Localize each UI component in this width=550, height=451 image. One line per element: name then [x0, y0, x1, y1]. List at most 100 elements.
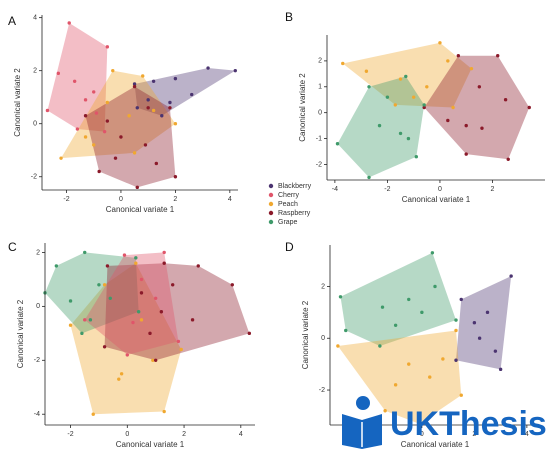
x-tick-label: 2 [173, 196, 177, 203]
point [380, 305, 385, 309]
point [139, 277, 144, 282]
point [506, 157, 510, 161]
point [377, 123, 382, 128]
point [398, 131, 403, 136]
x-tick-label: 4 [239, 431, 243, 438]
point [364, 69, 369, 73]
point [469, 66, 474, 71]
point [206, 66, 210, 70]
point [134, 261, 138, 265]
point [97, 283, 101, 287]
point [438, 41, 442, 45]
point [75, 127, 80, 131]
point [411, 95, 416, 99]
legend-label: Peach [278, 201, 298, 208]
point [160, 114, 164, 118]
point [454, 358, 458, 362]
point [105, 264, 110, 268]
point [472, 320, 477, 325]
point [190, 318, 195, 322]
point [344, 328, 348, 333]
point [168, 100, 172, 105]
x-tick-label: 0 [119, 196, 123, 203]
point [393, 383, 398, 387]
point [148, 331, 152, 336]
point [454, 328, 458, 333]
watermark: UKThesis [342, 396, 547, 449]
x-tick-label: 4 [525, 431, 529, 438]
hull [61, 70, 176, 159]
y-tick-label: 2 [321, 283, 325, 290]
point [80, 331, 84, 336]
point [503, 98, 508, 102]
hull [456, 276, 512, 370]
point [162, 409, 166, 414]
legend-swatch [268, 210, 274, 216]
point [83, 318, 87, 322]
point [68, 299, 73, 303]
point [173, 76, 178, 81]
hull [70, 263, 182, 415]
y-tick-label: 2 [36, 249, 40, 256]
point [132, 82, 137, 86]
point [247, 331, 252, 336]
y-tick-label: 0 [321, 335, 325, 342]
point [456, 54, 461, 58]
point [131, 320, 135, 325]
panel: B -4 -2 0 2 -2 -1 0 1 2 Canonical variate 1 Canonic… [285, 10, 545, 204]
point [498, 367, 503, 372]
point [338, 295, 343, 299]
point [151, 79, 156, 83]
x-axis-title: Canonical variate 1 [401, 440, 470, 449]
point [485, 310, 490, 315]
point [102, 283, 107, 287]
hull [104, 263, 250, 361]
x-axis-title: Canonical variate 1 [116, 440, 185, 449]
point [430, 251, 435, 255]
point [119, 135, 123, 139]
point [154, 161, 159, 166]
x-tick-label: 0 [125, 431, 129, 438]
watermark-icon-head [356, 396, 370, 410]
point [139, 291, 144, 295]
point [146, 106, 150, 110]
point [446, 118, 450, 123]
point [143, 143, 148, 147]
point [464, 123, 468, 128]
hull [84, 252, 179, 355]
y-tick-label: 2 [318, 58, 322, 65]
point [151, 108, 156, 113]
watermark-text: UKThesis [390, 405, 547, 443]
point [417, 422, 421, 426]
point [230, 283, 234, 287]
point [451, 105, 455, 110]
y-tick-label: 1 [318, 84, 322, 91]
point [72, 79, 77, 83]
point [132, 84, 137, 89]
point [117, 377, 121, 381]
point [383, 409, 387, 413]
point [102, 345, 107, 349]
point [94, 111, 99, 115]
point [68, 323, 73, 327]
panel: A -2 0 2 4 -2 0 2 4 Canonical variate 1 Canonical … [8, 14, 238, 214]
x-tick-label: 0 [438, 186, 442, 193]
point [83, 114, 88, 118]
point [433, 284, 437, 289]
point [527, 105, 531, 110]
point [92, 90, 96, 94]
point [162, 261, 166, 265]
point [162, 250, 166, 255]
hull [337, 330, 462, 424]
point [83, 250, 87, 255]
point [341, 61, 345, 66]
point [420, 310, 424, 315]
hull [424, 55, 530, 160]
y-axis-title: Canonical variate 2 [13, 68, 22, 137]
point [414, 154, 419, 159]
point [113, 156, 118, 160]
y-tick-label: -2 [319, 387, 325, 394]
point [111, 68, 115, 73]
point [146, 98, 150, 102]
point [135, 185, 139, 190]
